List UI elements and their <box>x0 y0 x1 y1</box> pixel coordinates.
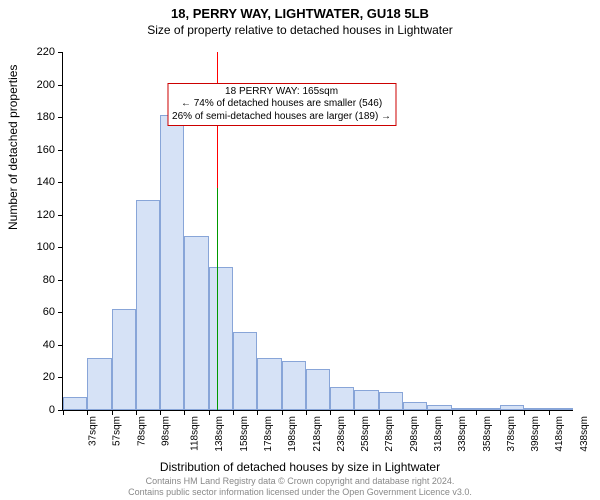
histogram-bar <box>354 390 378 410</box>
x-tick-label: 418sqm <box>555 416 566 452</box>
histogram-bar <box>379 392 403 410</box>
histogram-bar <box>160 115 184 410</box>
x-tick-label: 318sqm <box>433 416 444 452</box>
copyright-notice: Contains HM Land Registry data © Crown c… <box>0 476 600 498</box>
histogram-bar <box>112 309 136 410</box>
y-tick-mark <box>58 117 63 118</box>
annotation-line-1: 18 PERRY WAY: 165sqm <box>172 86 391 99</box>
x-tick-mark <box>306 410 307 415</box>
y-tick-mark <box>58 52 63 53</box>
y-tick-mark <box>58 150 63 151</box>
histogram-bar <box>476 408 500 410</box>
histogram-bar <box>403 402 427 410</box>
histogram-bar <box>63 397 87 410</box>
x-tick-label: 398sqm <box>530 416 541 452</box>
title-line-1: 18, PERRY WAY, LIGHTWATER, GU18 5LB <box>0 6 600 23</box>
histogram-bar <box>427 405 451 410</box>
x-tick-label: 238sqm <box>336 416 347 452</box>
annotation-box: 18 PERRY WAY: 165sqm← 74% of detached ho… <box>167 83 396 127</box>
x-tick-label: 198sqm <box>287 416 298 452</box>
y-axis-label: Number of detached properties <box>6 65 20 230</box>
x-tick-mark <box>160 410 161 415</box>
copyright-line-1: Contains HM Land Registry data © Crown c… <box>0 476 600 487</box>
x-tick-label: 118sqm <box>189 416 200 451</box>
histogram-bar <box>330 387 354 410</box>
chart-container: 18, PERRY WAY, LIGHTWATER, GU18 5LB Size… <box>0 0 600 500</box>
x-tick-label: 298sqm <box>409 416 420 452</box>
x-tick-label: 178sqm <box>263 416 274 452</box>
x-tick-mark <box>184 410 185 415</box>
x-tick-label: 438sqm <box>579 416 590 452</box>
x-tick-label: 138sqm <box>215 416 226 452</box>
x-tick-mark <box>452 410 453 415</box>
y-tick-mark <box>58 377 63 378</box>
x-tick-label: 98sqm <box>160 416 171 446</box>
histogram-bar <box>452 408 476 410</box>
y-tick-mark <box>58 247 63 248</box>
x-tick-label: 278sqm <box>385 416 396 452</box>
histogram-bar <box>184 236 208 410</box>
annotation-line-2: ← 74% of detached houses are smaller (54… <box>172 98 391 111</box>
x-tick-label: 258sqm <box>360 416 371 452</box>
x-tick-mark <box>403 410 404 415</box>
x-tick-mark <box>500 410 501 415</box>
copyright-line-2: Contains public sector information licen… <box>0 487 600 498</box>
annotation-line-3: 26% of semi-detached houses are larger (… <box>172 111 391 124</box>
x-tick-label: 158sqm <box>239 416 250 452</box>
reference-line-lower <box>217 188 218 410</box>
x-tick-mark <box>476 410 477 415</box>
x-tick-mark <box>257 410 258 415</box>
x-tick-label: 338sqm <box>457 416 468 452</box>
chart-subtitle: Size of property relative to detached ho… <box>0 23 600 37</box>
y-tick-mark <box>58 345 63 346</box>
x-tick-mark <box>233 410 234 415</box>
histogram-bar <box>136 200 160 410</box>
y-tick-mark <box>58 85 63 86</box>
x-tick-label: 358sqm <box>482 416 493 452</box>
x-tick-mark <box>379 410 380 415</box>
x-tick-mark <box>549 410 550 415</box>
x-tick-mark <box>524 410 525 415</box>
x-tick-label: 378sqm <box>506 416 517 452</box>
x-tick-mark <box>209 410 210 415</box>
x-axis-label: Distribution of detached houses by size … <box>0 460 600 474</box>
histogram-bar <box>282 361 306 410</box>
x-tick-mark <box>63 410 64 415</box>
y-tick-mark <box>58 215 63 216</box>
x-tick-label: 78sqm <box>136 416 147 446</box>
histogram-bar <box>524 408 548 410</box>
x-tick-label: 57sqm <box>112 416 123 446</box>
x-tick-mark <box>282 410 283 415</box>
y-tick-mark <box>58 312 63 313</box>
histogram-bar <box>500 405 524 410</box>
chart-plot-area: 02040608010012014016018020022037sqm57sqm… <box>62 52 573 411</box>
histogram-bar <box>233 332 257 410</box>
histogram-bar <box>87 358 111 410</box>
histogram-bar <box>257 358 281 410</box>
x-tick-mark <box>330 410 331 415</box>
histogram-bar <box>209 267 233 410</box>
y-tick-mark <box>58 182 63 183</box>
x-tick-mark <box>112 410 113 415</box>
x-tick-label: 37sqm <box>88 416 99 446</box>
x-tick-label: 218sqm <box>312 416 323 452</box>
x-tick-mark <box>136 410 137 415</box>
histogram-bar <box>549 408 573 410</box>
x-tick-mark <box>354 410 355 415</box>
x-tick-mark <box>427 410 428 415</box>
y-tick-mark <box>58 280 63 281</box>
histogram-bar <box>306 369 330 410</box>
chart-title: 18, PERRY WAY, LIGHTWATER, GU18 5LB <box>0 0 600 23</box>
x-tick-mark <box>87 410 88 415</box>
